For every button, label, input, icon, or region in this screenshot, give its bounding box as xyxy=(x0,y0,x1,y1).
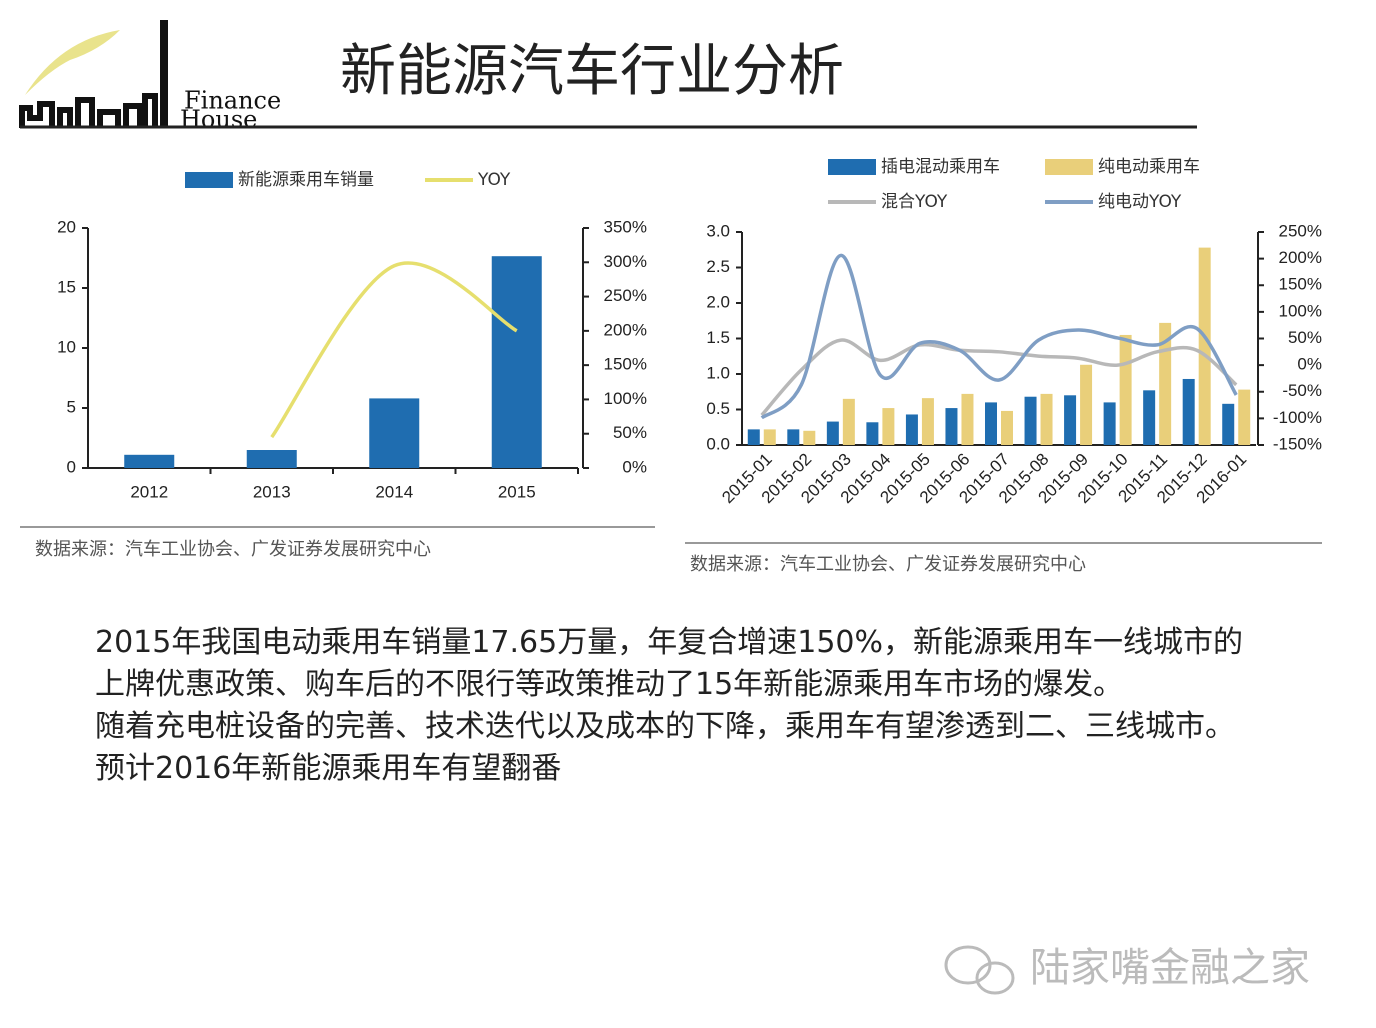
legend-label: YOY xyxy=(477,170,511,190)
bar xyxy=(1143,390,1156,445)
y-tick-label: 1.0 xyxy=(706,363,730,382)
y2-tick-label: 100% xyxy=(604,389,647,408)
y2-tick-label: -50% xyxy=(1282,381,1322,400)
y-tick-label: 3.0 xyxy=(706,221,730,240)
y-tick-label: 2.0 xyxy=(706,292,730,311)
bar xyxy=(1001,410,1013,445)
legend-label: 纯电动YOY xyxy=(1098,192,1182,212)
legend-label: 插电混动乘用车 xyxy=(881,157,1000,177)
legend-label: 新能源乘用车销量 xyxy=(238,170,374,190)
y-tick-label: 20 xyxy=(57,217,76,236)
bar xyxy=(1198,247,1211,445)
body-text: 2015年我国电动乘用车销量17.65万量，年复合增速150%，新能源乘用车一线… xyxy=(95,622,1245,790)
bar xyxy=(491,256,542,468)
bar xyxy=(1040,393,1053,445)
y2-tick-label: 250% xyxy=(1279,221,1322,240)
bar xyxy=(961,393,974,445)
bar xyxy=(1119,334,1132,445)
y2-tick-label: -100% xyxy=(1273,408,1322,427)
watermark-icon xyxy=(944,945,1015,995)
icon-bubble xyxy=(975,961,1015,995)
y-tick-label: 5 xyxy=(67,397,76,416)
bar xyxy=(1103,402,1116,445)
bar xyxy=(763,429,776,445)
y-tick-label: 1.5 xyxy=(706,328,730,347)
y-tick-label: 0 xyxy=(67,457,76,476)
logo-skyline xyxy=(19,93,158,128)
y-tick-label: 10 xyxy=(57,337,76,356)
y2-tick-label: 250% xyxy=(604,286,647,305)
x-tick-label: 2013 xyxy=(253,482,291,501)
bar xyxy=(866,422,879,445)
bar xyxy=(1222,403,1235,445)
x-tick-label: 2012 xyxy=(130,482,168,501)
logo: Finance House xyxy=(19,20,281,134)
paragraph: 2015年我国电动乘用车销量17.65万量，年复合增速150%，新能源乘用车一线… xyxy=(95,625,1243,702)
bar xyxy=(921,398,934,445)
bar xyxy=(124,454,175,468)
bar xyxy=(246,450,297,468)
bar xyxy=(1064,395,1077,445)
y2-tick-label: 350% xyxy=(604,217,647,236)
legend-swatch xyxy=(828,159,876,175)
y2-tick-label: 200% xyxy=(1279,248,1322,267)
bar xyxy=(787,429,800,445)
y2-tick-label: 200% xyxy=(604,320,647,339)
bar xyxy=(747,429,760,445)
bar xyxy=(1024,396,1037,445)
bar xyxy=(826,421,839,445)
logo-text: Finance xyxy=(184,87,281,115)
bar xyxy=(905,414,918,445)
x-tick-label: 2015 xyxy=(498,482,536,501)
bar xyxy=(1238,389,1251,445)
legend-label: 纯电动乘用车 xyxy=(1098,157,1200,177)
y2-tick-label: 150% xyxy=(1279,275,1322,294)
y2-tick-label: 50% xyxy=(613,423,647,442)
legend-swatch xyxy=(185,172,233,188)
logo-text: House xyxy=(180,106,257,134)
bar xyxy=(945,408,958,445)
y2-tick-label: 0% xyxy=(622,457,647,476)
y2-tick-label: -150% xyxy=(1273,434,1322,453)
y-tick-label: 15 xyxy=(57,277,76,296)
y-tick-label: 2.5 xyxy=(706,257,730,276)
logo-swoosh xyxy=(25,30,120,95)
paragraph: 预计2016年新能源乘用车有望翻番 xyxy=(95,751,562,786)
bar xyxy=(1080,364,1093,445)
logo-tower xyxy=(160,20,168,128)
y2-tick-label: 150% xyxy=(604,355,647,374)
y2-tick-label: 0% xyxy=(1297,355,1322,374)
slide-title: 新能源汽车行业分析 xyxy=(340,39,844,104)
y2-tick-label: 100% xyxy=(1279,301,1322,320)
source-note: 数据来源：汽车工业协会、广发证券发展研究中心 xyxy=(690,554,1086,575)
y2-tick-label: 300% xyxy=(604,252,647,271)
bar xyxy=(803,430,816,445)
bar xyxy=(369,398,420,468)
x-tick-label: 2014 xyxy=(375,482,413,501)
bar xyxy=(1159,322,1172,445)
line xyxy=(760,338,1238,417)
y2-tick-label: 50% xyxy=(1288,328,1322,347)
paragraph: 随着充电桩设备的完善、技术迭代以及成本的下降，乘用车有望渗透到二、三线城市。 xyxy=(95,709,1235,744)
legend-label: 混合YOY xyxy=(881,192,948,212)
line xyxy=(270,261,518,439)
line xyxy=(760,253,1238,420)
y-tick-label: 0.0 xyxy=(706,434,730,453)
bar xyxy=(985,402,997,445)
bar xyxy=(1182,378,1195,445)
bar xyxy=(882,408,895,445)
bar xyxy=(842,398,855,445)
source-note: 数据来源：汽车工业协会、广发证券发展研究中心 xyxy=(35,539,431,560)
watermark: 陆家嘴金融之家 xyxy=(1030,945,1310,991)
legend-swatch xyxy=(1045,159,1093,175)
y-tick-label: 0.5 xyxy=(706,399,730,418)
